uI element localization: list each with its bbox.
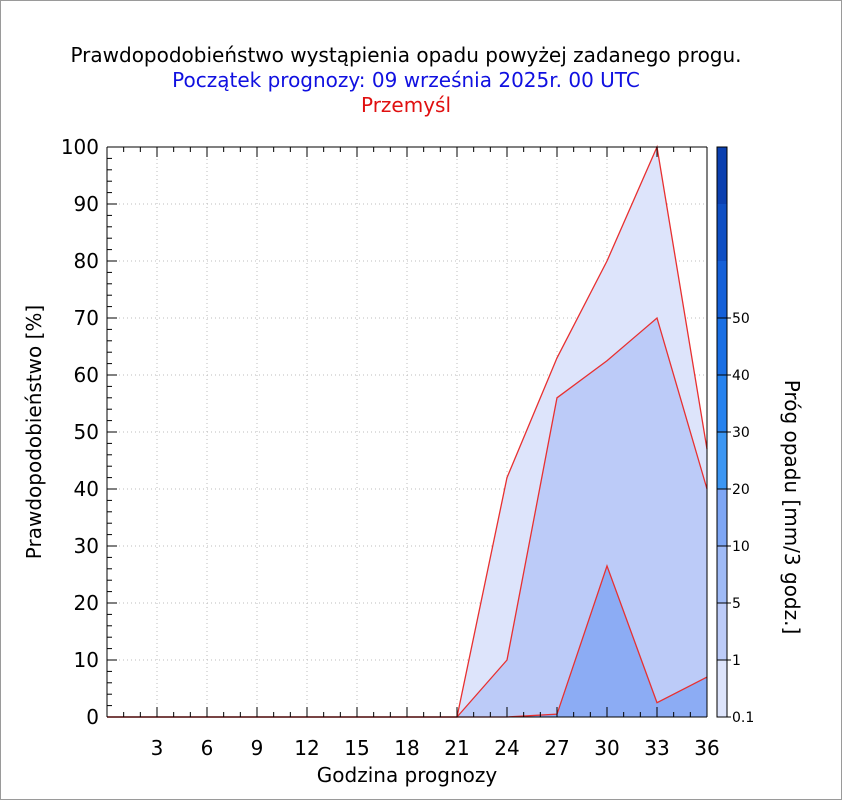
area-threshold-5 <box>107 565 707 717</box>
colorbar-label: Próg opadu [mm/3 godz.] <box>780 380 804 635</box>
colorbar-segment <box>717 375 727 432</box>
y-tick-label: 80 <box>74 249 99 273</box>
colorbar-tick-label: 10 <box>732 539 750 555</box>
y-tick-label: 90 <box>74 192 99 216</box>
x-tick-label: 21 <box>444 736 469 760</box>
y-tick-label: 60 <box>74 363 99 387</box>
x-tick-label: 3 <box>151 736 164 760</box>
y-tick-label: 10 <box>74 648 99 672</box>
colorbar-segment <box>717 318 727 375</box>
y-tick-label: 100 <box>61 135 99 159</box>
colorbar-segment <box>717 489 727 546</box>
x-tick-label: 9 <box>251 736 264 760</box>
x-tick-label: 27 <box>544 736 569 760</box>
y-tick-label: 30 <box>74 534 99 558</box>
colorbar-tick-label: 1 <box>732 653 741 669</box>
colorbar-tick-label: 0.1 <box>732 710 754 726</box>
x-tick-label: 24 <box>494 736 519 760</box>
colorbar-segment <box>717 147 727 204</box>
colorbar: 0.1 1 5 10 20 30 40 50 <box>716 146 754 726</box>
x-tick-label: 18 <box>394 736 419 760</box>
colorbar-tick-label: 30 <box>732 425 750 441</box>
y-tick-label: 50 <box>74 420 99 444</box>
colorbar-tick-label: 50 <box>732 311 750 327</box>
x-tick-label: 15 <box>344 736 369 760</box>
y-axis-label: Prawdopodobieństwo [%] <box>22 305 46 559</box>
colorbar-segment <box>717 660 727 717</box>
colorbar-segment <box>717 603 727 660</box>
x-tick-label: 6 <box>201 736 214 760</box>
colorbar-tick-label: 20 <box>732 482 750 498</box>
colorbar-segment <box>717 432 727 489</box>
colorbar-tick-label: 5 <box>732 596 741 612</box>
axes <box>106 146 708 718</box>
y-tick-label: 70 <box>74 306 99 330</box>
x-tick-label: 33 <box>644 736 669 760</box>
y-tick-label: 0 <box>86 705 99 729</box>
x-tick-label: 30 <box>594 736 619 760</box>
x-axis-label: Godzina prognozy <box>317 763 498 787</box>
y-tick-label: 40 <box>74 477 99 501</box>
x-tick-label: 12 <box>294 736 319 760</box>
location-name: Przemyśl <box>360 93 452 117</box>
y-tick-label: 20 <box>74 591 99 615</box>
colorbar-segment <box>717 204 727 261</box>
colorbar-segment <box>717 261 727 318</box>
colorbar-segment <box>717 546 727 603</box>
area-threshold-1 <box>107 318 707 717</box>
colorbar-tick-label: 40 <box>732 368 750 384</box>
chart-title: Prawdopodobieństwo wystąpienia opadu pow… <box>70 43 742 67</box>
forecast-start-subtitle: Początek prognozy: 09 września 2025r. 00… <box>172 68 640 92</box>
x-tick-label: 36 <box>694 736 719 760</box>
